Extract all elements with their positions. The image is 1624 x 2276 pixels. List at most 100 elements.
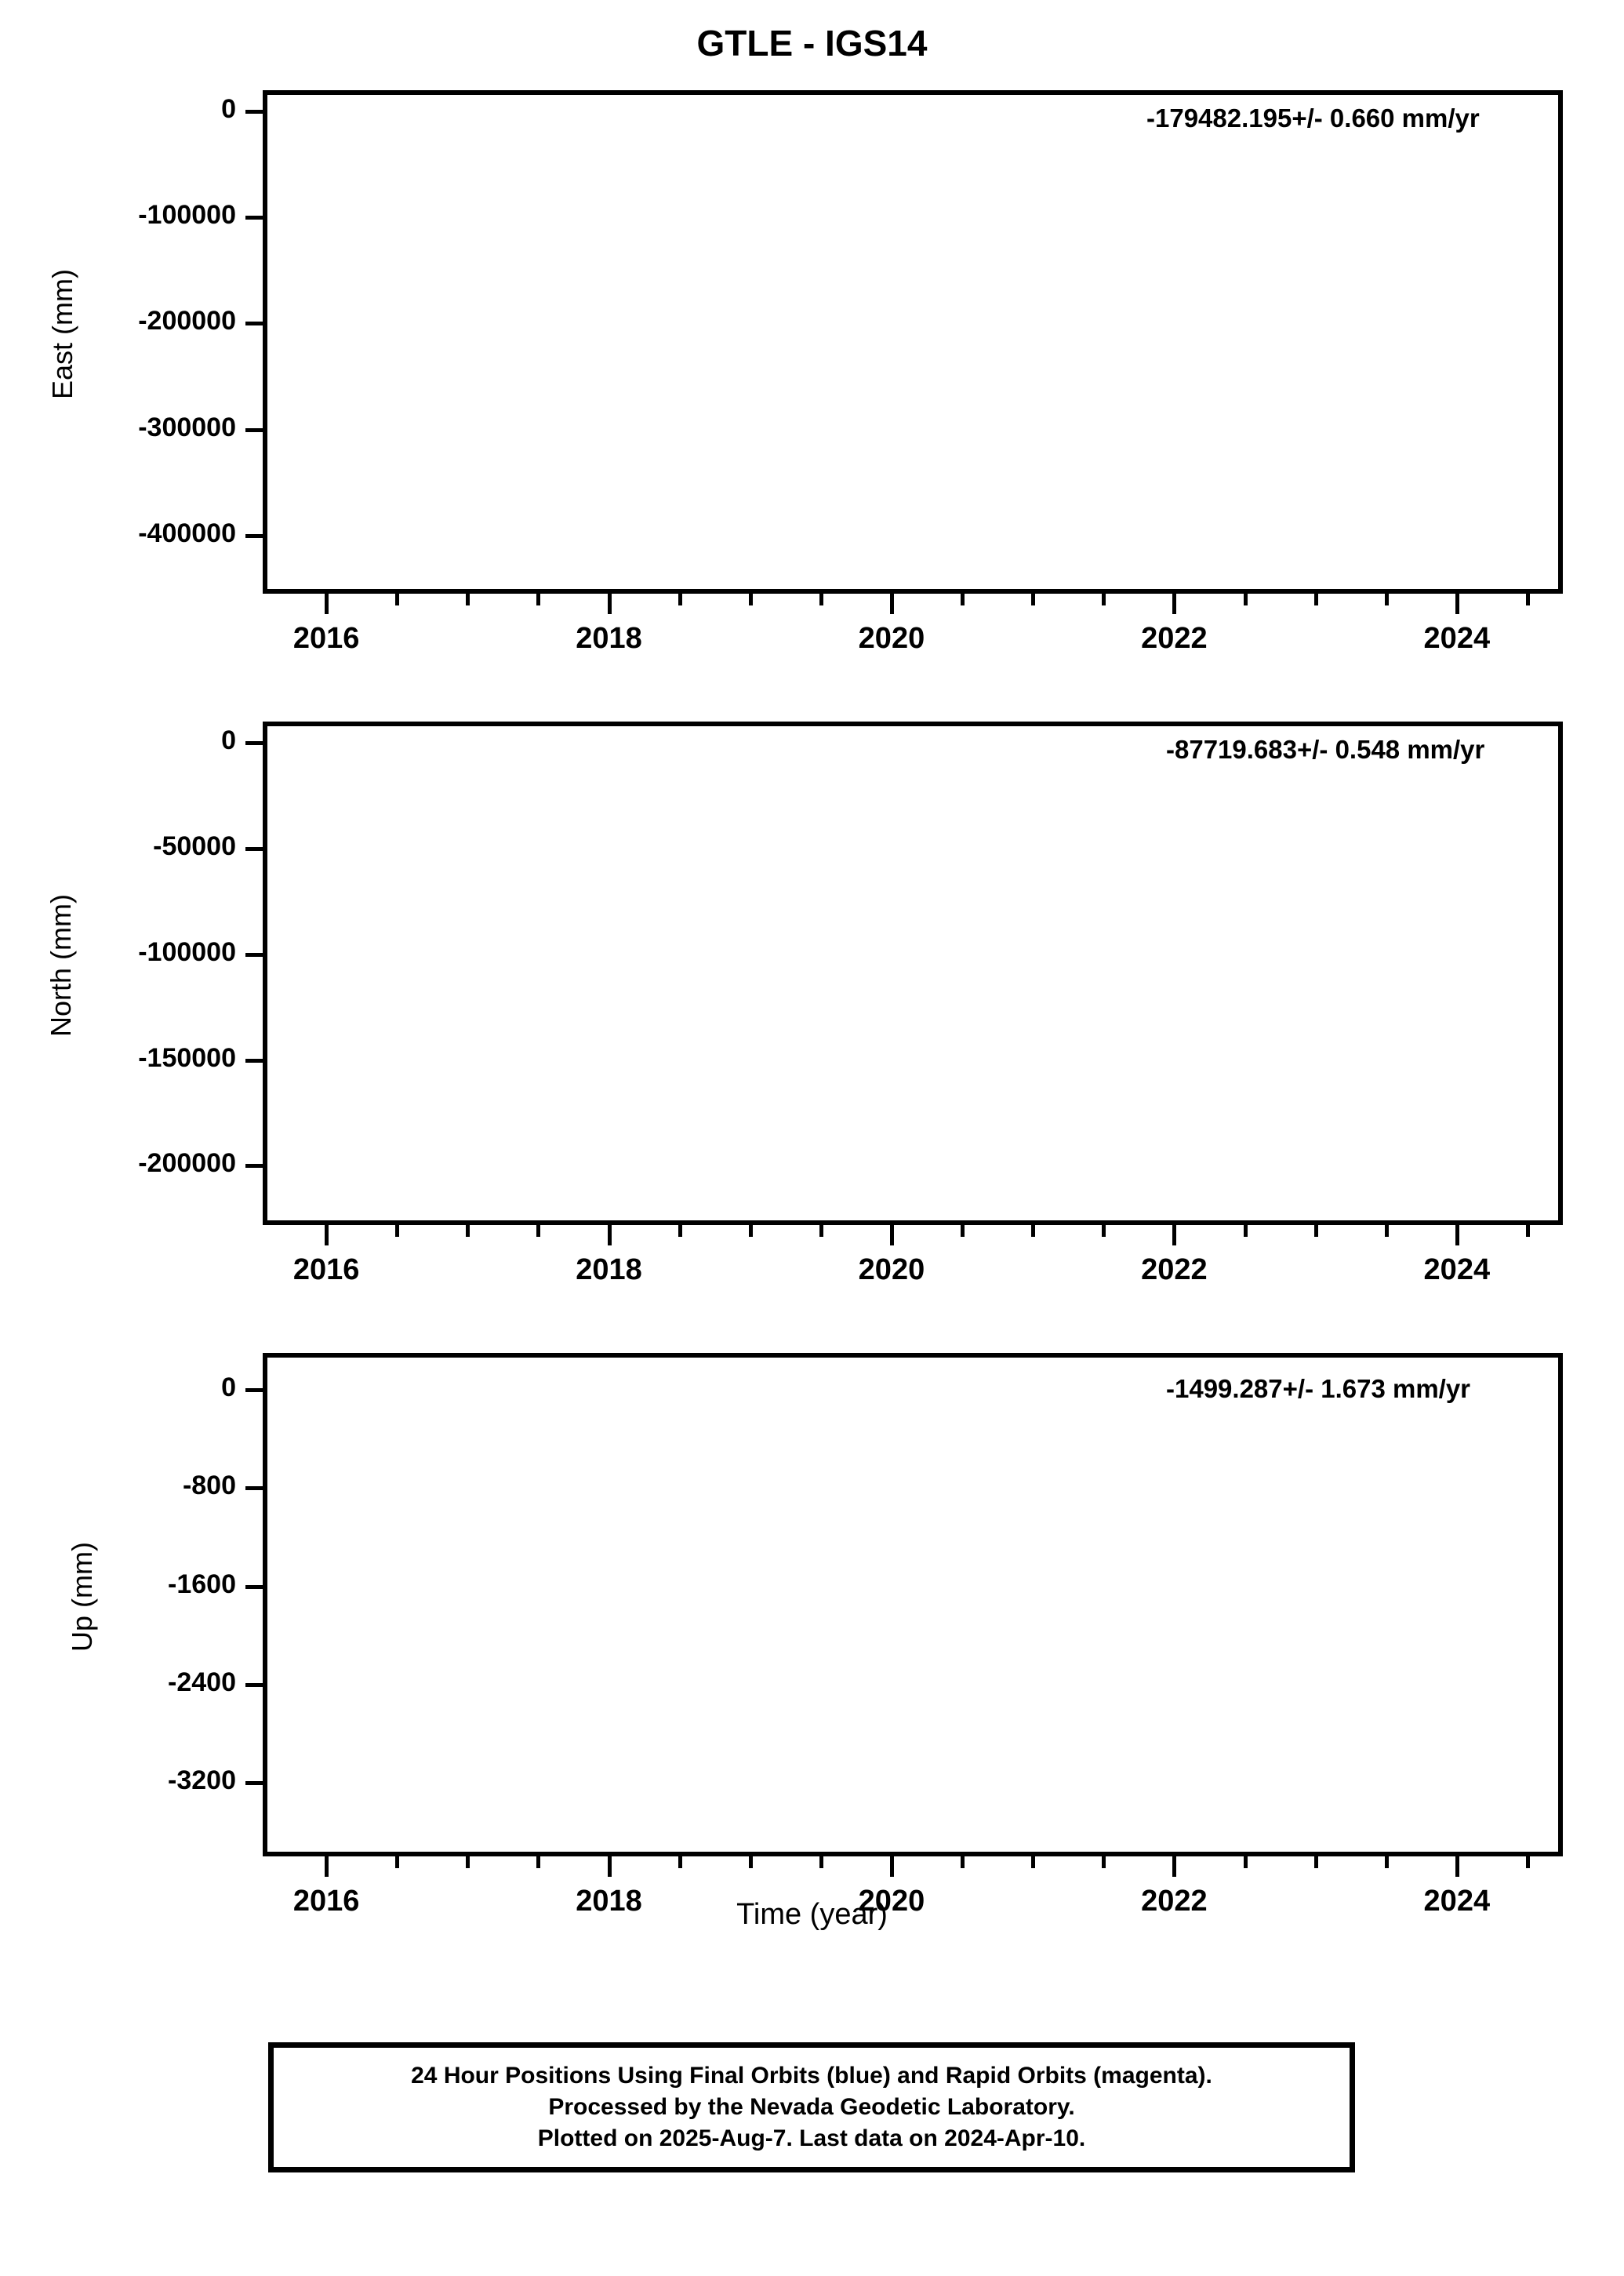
y-tick-label: -200000 <box>138 306 236 336</box>
x-tick-mark-minor <box>536 594 541 605</box>
y-tick-label: -400000 <box>138 518 236 548</box>
y-tick-mark <box>245 533 263 538</box>
x-tick-mark-major <box>607 1856 612 1877</box>
x-tick-label: 2020 <box>858 1253 925 1286</box>
y-tick-label: -300000 <box>138 412 236 442</box>
x-tick-label: 2016 <box>292 622 360 655</box>
x-tick-label: 2022 <box>1141 1253 1208 1286</box>
east-plot-frame <box>263 90 1563 594</box>
x-tick-mark-minor <box>536 1856 541 1868</box>
x-axis-title: Time (year) <box>736 1898 888 1931</box>
x-tick-label: 2022 <box>1141 622 1208 655</box>
x-tick-mark-minor <box>1313 1856 1318 1868</box>
y-tick-label: -3200 <box>168 1765 236 1796</box>
plot-panel-east <box>263 90 1563 594</box>
x-tick-mark-minor <box>466 594 470 605</box>
x-tick-mark-minor <box>466 1856 470 1868</box>
north-axis-label: North (mm) <box>45 894 77 1037</box>
x-tick-mark-major <box>1172 1856 1177 1877</box>
y-tick-label: 0 <box>221 725 236 755</box>
y-tick-mark <box>245 1781 263 1786</box>
plot-panel-north <box>263 722 1563 1225</box>
x-tick-mark-minor <box>1243 594 1248 605</box>
y-tick-label: 0 <box>221 94 236 125</box>
x-tick-label: 2024 <box>1423 622 1491 655</box>
x-tick-mark-minor <box>819 1225 823 1237</box>
figure-title: GTLE - IGS14 <box>696 23 928 64</box>
y-tick-mark <box>245 1058 263 1063</box>
x-tick-mark-minor <box>466 1225 470 1237</box>
x-tick-label: 2022 <box>1141 1885 1208 1918</box>
north-rate-annotation: -87719.683+/- 0.548 mm/yr <box>1166 735 1485 764</box>
x-tick-mark-major <box>1455 1856 1459 1877</box>
x-tick-mark-minor <box>1031 1225 1036 1237</box>
y-tick-label: -100000 <box>138 200 236 231</box>
x-tick-label: 2020 <box>858 1885 925 1918</box>
y-tick-label: -200000 <box>138 1148 236 1179</box>
caption-line-1: 24 Hour Positions Using Final Orbits (bl… <box>411 2063 1212 2089</box>
x-tick-mark-major <box>889 594 894 614</box>
north-plot-frame <box>263 722 1563 1225</box>
x-tick-mark-major <box>607 1225 612 1245</box>
x-tick-mark-minor <box>1102 594 1106 605</box>
x-tick-mark-minor <box>1031 594 1036 605</box>
y-tick-mark <box>245 1164 263 1169</box>
x-tick-mark-minor <box>1384 1856 1389 1868</box>
y-tick-mark <box>245 740 263 745</box>
x-tick-mark-major <box>889 1225 894 1245</box>
y-tick-mark <box>245 846 263 851</box>
x-tick-mark-minor <box>1525 594 1530 605</box>
x-tick-mark-minor <box>1243 1225 1248 1237</box>
x-tick-mark-minor <box>1384 594 1389 605</box>
x-tick-mark-minor <box>961 1225 965 1237</box>
y-tick-mark <box>245 1486 263 1491</box>
up-rate-annotation: -1499.287+/- 1.673 mm/yr <box>1166 1374 1471 1403</box>
y-tick-label: -2400 <box>168 1667 236 1697</box>
x-tick-label: 2024 <box>1423 1253 1491 1286</box>
y-tick-mark <box>245 1387 263 1392</box>
y-tick-mark <box>245 216 263 220</box>
x-tick-mark-minor <box>536 1225 541 1237</box>
y-tick-label: 0 <box>221 1372 236 1402</box>
x-tick-mark-minor <box>1031 1856 1036 1868</box>
x-tick-mark-minor <box>395 594 400 605</box>
x-tick-mark-minor <box>748 1225 753 1237</box>
plot-panel-up <box>263 1353 1563 1856</box>
x-tick-label: 2020 <box>858 622 925 655</box>
x-tick-mark-minor <box>748 594 753 605</box>
x-tick-label: 2018 <box>576 622 642 655</box>
x-tick-mark-minor <box>1313 594 1318 605</box>
y-tick-mark <box>245 1584 263 1589</box>
x-tick-mark-minor <box>1525 1225 1530 1237</box>
x-tick-mark-major <box>889 1856 894 1877</box>
y-tick-mark <box>245 427 263 432</box>
y-tick-mark <box>245 322 263 326</box>
x-tick-mark-minor <box>1102 1225 1106 1237</box>
x-tick-label: 2018 <box>576 1885 642 1918</box>
figure-caption-box: 24 Hour Positions Using Final Orbits (bl… <box>268 2042 1355 2172</box>
x-tick-mark-minor <box>678 594 682 605</box>
x-tick-mark-major <box>325 1856 329 1877</box>
y-tick-label: -1600 <box>168 1569 236 1599</box>
x-tick-mark-minor <box>961 594 965 605</box>
x-tick-mark-minor <box>1102 1856 1106 1868</box>
y-tick-label: -100000 <box>138 936 236 967</box>
x-tick-mark-major <box>1455 1225 1459 1245</box>
x-tick-mark-minor <box>961 1856 965 1868</box>
x-tick-label: 2016 <box>292 1253 360 1286</box>
x-tick-label: 2018 <box>576 1253 642 1286</box>
x-tick-mark-minor <box>1525 1856 1530 1868</box>
y-tick-mark <box>245 952 263 957</box>
x-tick-label: 2016 <box>292 1885 360 1918</box>
x-tick-mark-minor <box>395 1225 400 1237</box>
y-tick-mark <box>245 110 263 115</box>
caption-line-3: Plotted on 2025-Aug-7. Last data on 2024… <box>537 2125 1086 2151</box>
x-tick-mark-major <box>1455 594 1459 614</box>
east-rate-annotation: -179482.195+/- 0.660 mm/yr <box>1146 104 1480 133</box>
caption-line-2: Processed by the Nevada Geodetic Laborat… <box>548 2094 1075 2121</box>
x-tick-mark-minor <box>819 594 823 605</box>
x-tick-mark-major <box>325 1225 329 1245</box>
x-tick-mark-minor <box>395 1856 400 1868</box>
x-tick-mark-minor <box>1384 1225 1389 1237</box>
